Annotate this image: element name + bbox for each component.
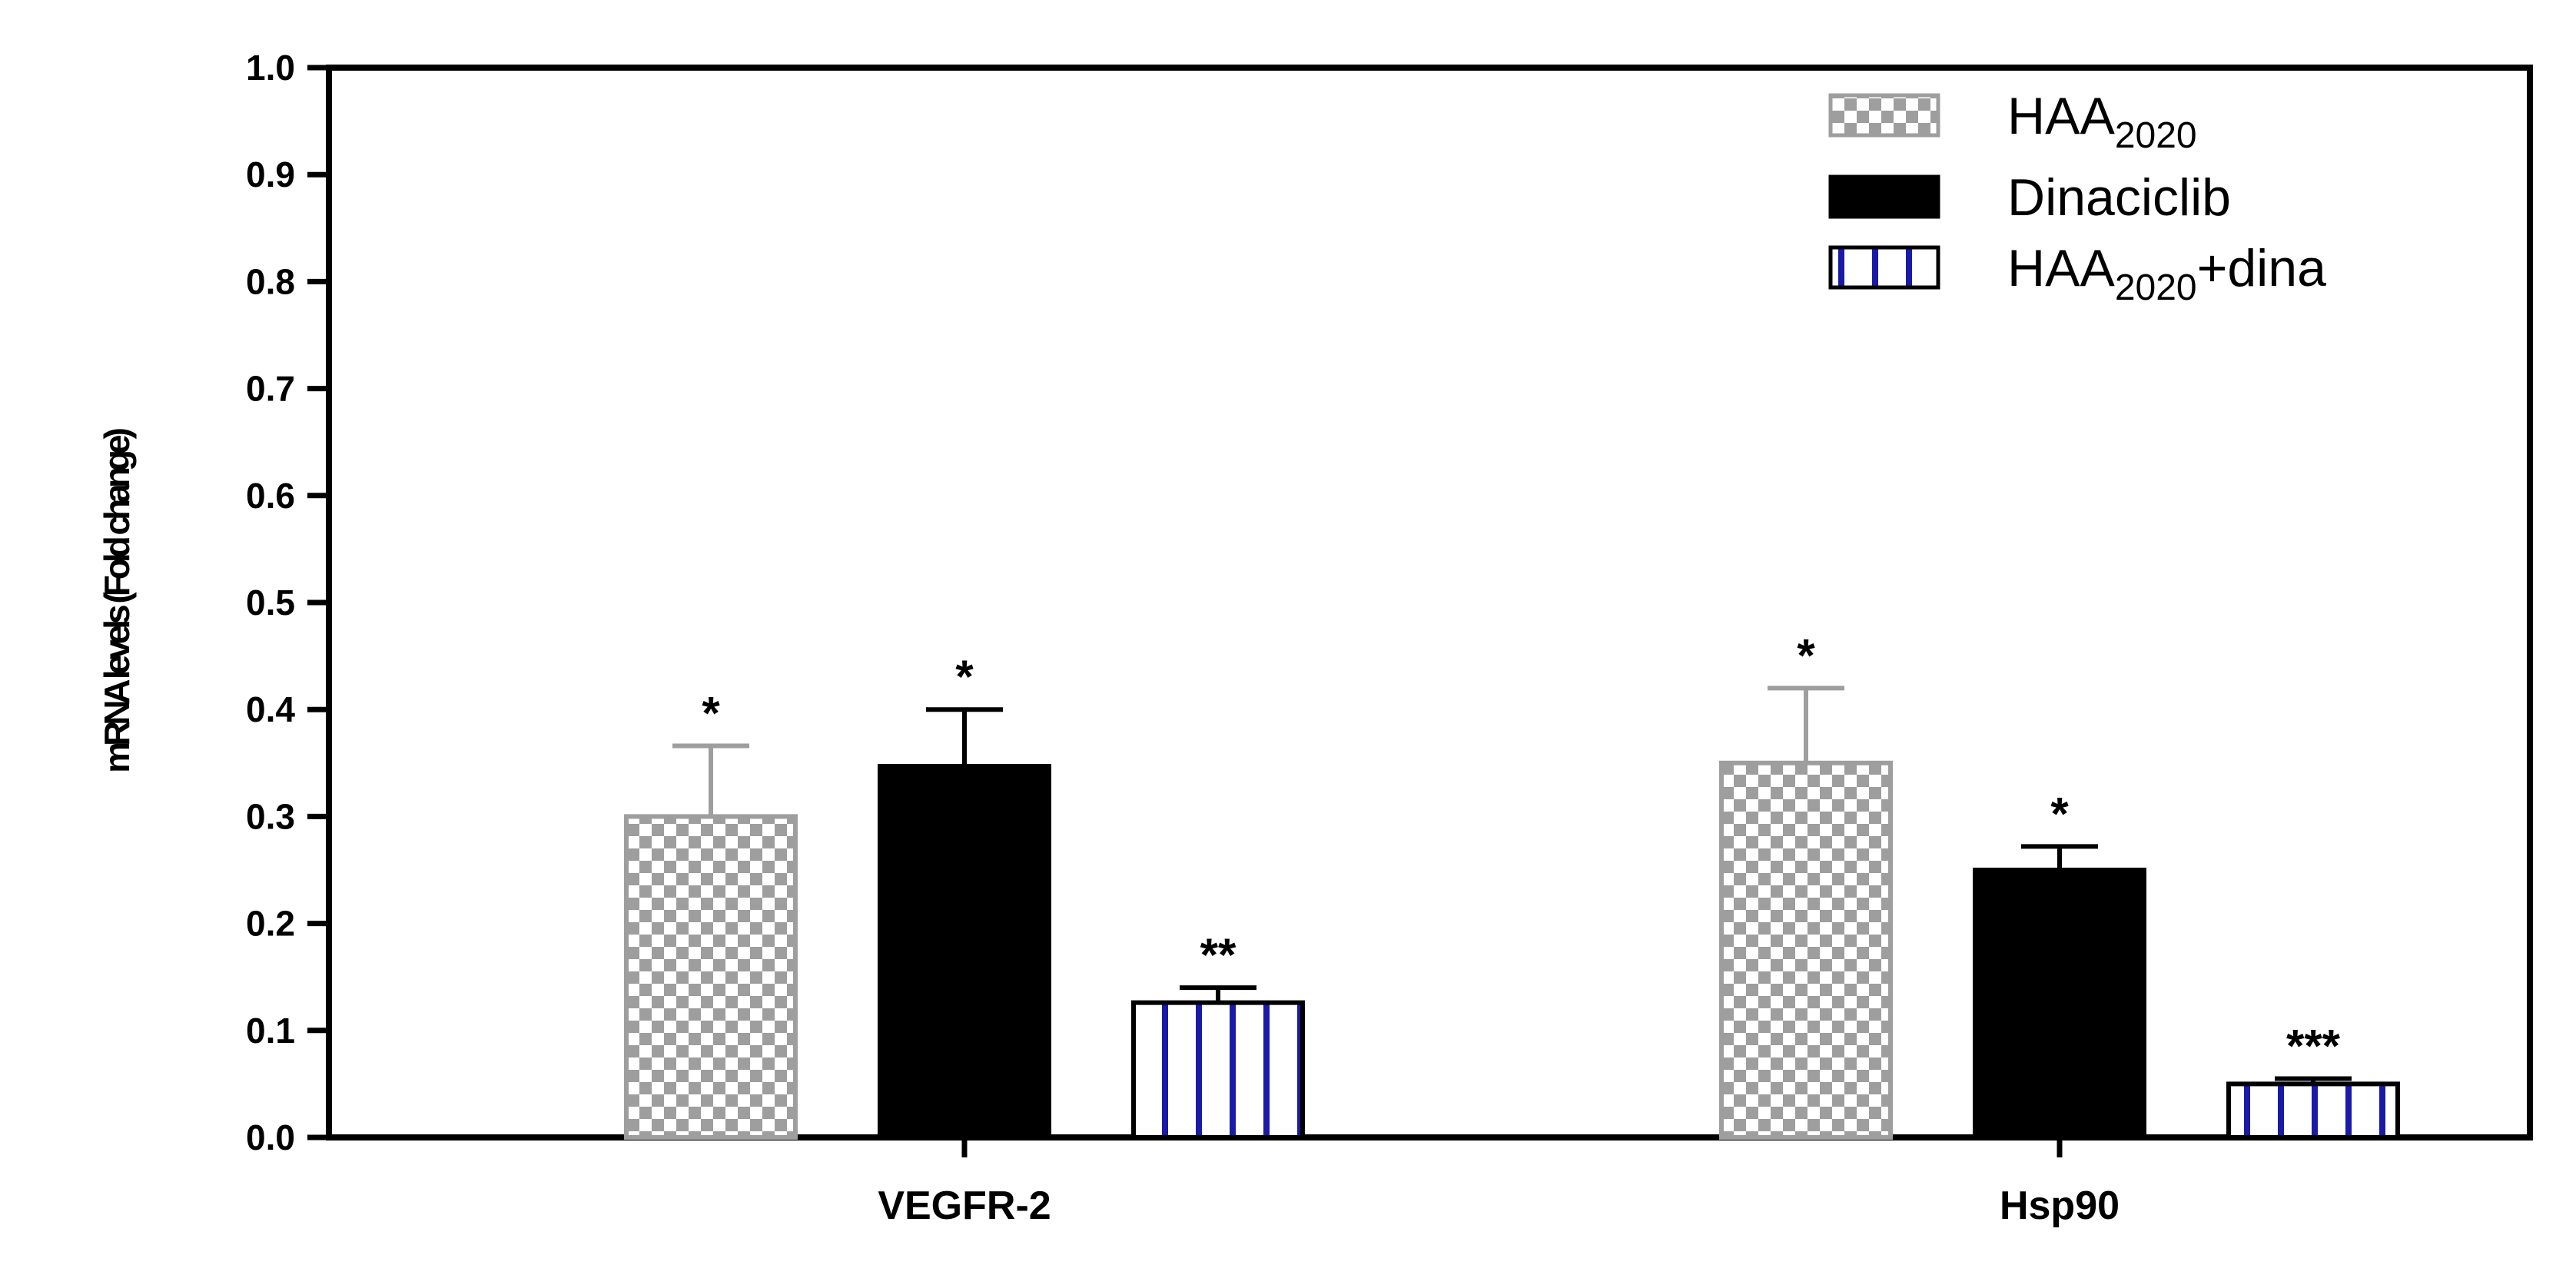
y-tick-label: 0.9 [246, 154, 295, 194]
legend-swatch [1828, 174, 1940, 219]
y-tick-label: 0.2 [246, 904, 295, 944]
significance-marker: *** [2286, 1020, 2341, 1071]
bar-checker [1719, 760, 1893, 1140]
bar-vertical-stripes [2226, 1081, 2400, 1140]
bar-vertical-stripes [1131, 1000, 1305, 1140]
significance-marker: * [2050, 788, 2069, 839]
y-tick-label: 0.7 [246, 369, 295, 409]
y-axis-label: mRNA levels (Fold change) [97, 428, 137, 773]
bar-solid [878, 763, 1051, 1140]
y-tick-label: 0.5 [246, 583, 295, 623]
y-tick-label: 0.6 [246, 476, 295, 516]
y-tick-label: 1.0 [246, 48, 295, 88]
y-tick-label: 0.8 [246, 261, 295, 301]
legend-swatch [1828, 93, 1940, 138]
x-category-label: Hsp90 [2000, 1184, 2120, 1228]
bar-checker [624, 814, 798, 1140]
bar-solid [1973, 868, 2146, 1140]
significance-marker: * [1797, 629, 1815, 681]
legend-label: HAA2020 [2007, 87, 2197, 156]
significance-marker: * [955, 651, 974, 702]
x-category-label: VEGFR-2 [878, 1184, 1051, 1228]
y-tick-label: 0.0 [246, 1117, 295, 1157]
significance-marker: * [702, 688, 720, 739]
legend-label: HAA2020+dina [2007, 239, 2326, 308]
significance-marker: ** [1200, 929, 1237, 981]
y-tick-label: 0.4 [246, 689, 295, 729]
y-tick-label: 0.1 [246, 1011, 295, 1051]
legend-label: Dinaciclib [2007, 168, 2231, 227]
y-tick-label: 0.3 [246, 796, 295, 836]
legend-swatch [1828, 245, 1940, 290]
